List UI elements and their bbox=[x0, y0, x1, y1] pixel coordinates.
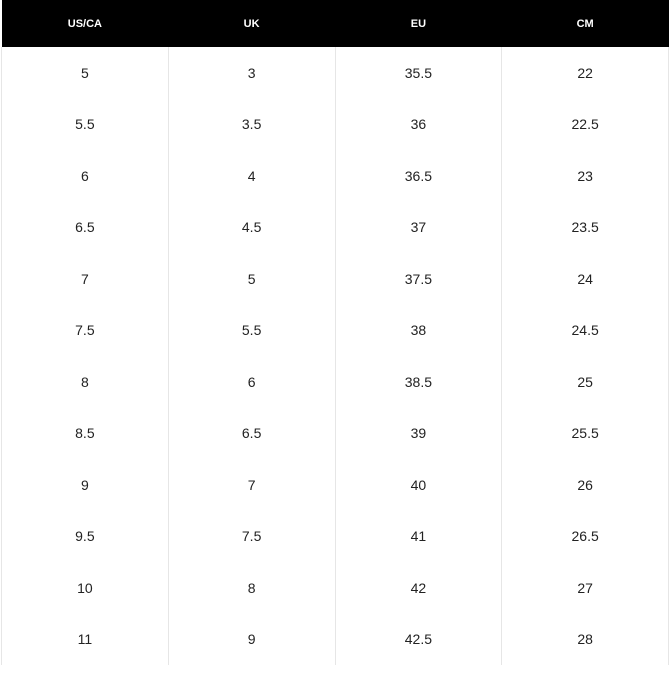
header-cm: CM bbox=[501, 0, 669, 47]
cell-us-ca: 5.5 bbox=[1, 98, 169, 150]
cell-us-ca: 9.5 bbox=[1, 510, 169, 562]
cell-us-ca: 6 bbox=[1, 150, 169, 202]
cell-cm: 26 bbox=[501, 459, 669, 511]
cell-uk: 4.5 bbox=[167, 201, 336, 253]
cell-us-ca: 6.5 bbox=[1, 201, 169, 253]
cell-us-ca: 8.5 bbox=[1, 407, 169, 459]
cell-cm: 26.5 bbox=[501, 510, 669, 562]
table-row: 7.5 5.5 38 24.5 bbox=[1, 304, 669, 356]
cell-uk: 5 bbox=[167, 253, 336, 305]
table-row: 9.5 7.5 41 26.5 bbox=[1, 510, 669, 562]
cell-eu: 42.5 bbox=[334, 613, 503, 665]
cell-us-ca: 5 bbox=[1, 47, 169, 99]
table-row: 6.5 4.5 37 23.5 bbox=[1, 201, 669, 253]
cell-eu: 41 bbox=[334, 510, 503, 562]
cell-cm: 25 bbox=[501, 356, 669, 408]
table-row: 9 7 40 26 bbox=[1, 459, 669, 511]
cell-eu: 40 bbox=[334, 459, 503, 511]
cell-eu: 35.5 bbox=[334, 47, 503, 99]
cell-eu: 36 bbox=[334, 98, 503, 150]
header-us-ca: US/CA bbox=[1, 0, 169, 47]
header-row: US/CA UK EU CM bbox=[1, 0, 669, 47]
cell-cm: 27 bbox=[501, 562, 669, 614]
cell-uk: 3.5 bbox=[167, 98, 336, 150]
cell-eu: 38.5 bbox=[334, 356, 503, 408]
cell-us-ca: 9 bbox=[1, 459, 169, 511]
cell-eu: 36.5 bbox=[334, 150, 503, 202]
table-row: 6 4 36.5 23 bbox=[1, 150, 669, 202]
cell-uk: 4 bbox=[167, 150, 336, 202]
table-row: 10 8 42 27 bbox=[1, 562, 669, 614]
cell-us-ca: 7.5 bbox=[1, 304, 169, 356]
cell-eu: 39 bbox=[334, 407, 503, 459]
header-eu: EU bbox=[335, 0, 502, 47]
cell-cm: 28 bbox=[501, 613, 669, 665]
cell-uk: 6.5 bbox=[167, 407, 336, 459]
table-row: 8.5 6.5 39 25.5 bbox=[1, 407, 669, 459]
table-row: 5.5 3.5 36 22.5 bbox=[1, 98, 669, 150]
cell-cm: 22 bbox=[501, 47, 669, 99]
cell-eu: 37.5 bbox=[334, 253, 503, 305]
cell-uk: 9 bbox=[167, 613, 336, 665]
cell-us-ca: 8 bbox=[1, 356, 169, 408]
cell-eu: 42 bbox=[334, 562, 503, 614]
cell-eu: 37 bbox=[334, 201, 503, 253]
cell-uk: 3 bbox=[167, 47, 336, 99]
table-row: 7 5 37.5 24 bbox=[1, 253, 669, 305]
cell-cm: 24 bbox=[501, 253, 669, 305]
cell-us-ca: 11 bbox=[1, 613, 169, 665]
cell-us-ca: 7 bbox=[1, 253, 169, 305]
cell-uk: 8 bbox=[167, 562, 336, 614]
header-uk: UK bbox=[168, 0, 335, 47]
cell-cm: 23.5 bbox=[501, 201, 669, 253]
cell-uk: 7.5 bbox=[167, 510, 336, 562]
cell-cm: 22.5 bbox=[501, 98, 669, 150]
cell-cm: 23 bbox=[501, 150, 669, 202]
cell-cm: 25.5 bbox=[501, 407, 669, 459]
table-row: 5 3 35.5 22 bbox=[1, 47, 669, 99]
table-row: 11 9 42.5 28 bbox=[1, 613, 669, 665]
cell-cm: 24.5 bbox=[501, 304, 669, 356]
cell-uk: 5.5 bbox=[167, 304, 336, 356]
cell-uk: 6 bbox=[167, 356, 336, 408]
cell-us-ca: 10 bbox=[1, 562, 169, 614]
cell-eu: 38 bbox=[334, 304, 503, 356]
table-row: 8 6 38.5 25 bbox=[1, 356, 669, 408]
cell-uk: 7 bbox=[167, 459, 336, 511]
